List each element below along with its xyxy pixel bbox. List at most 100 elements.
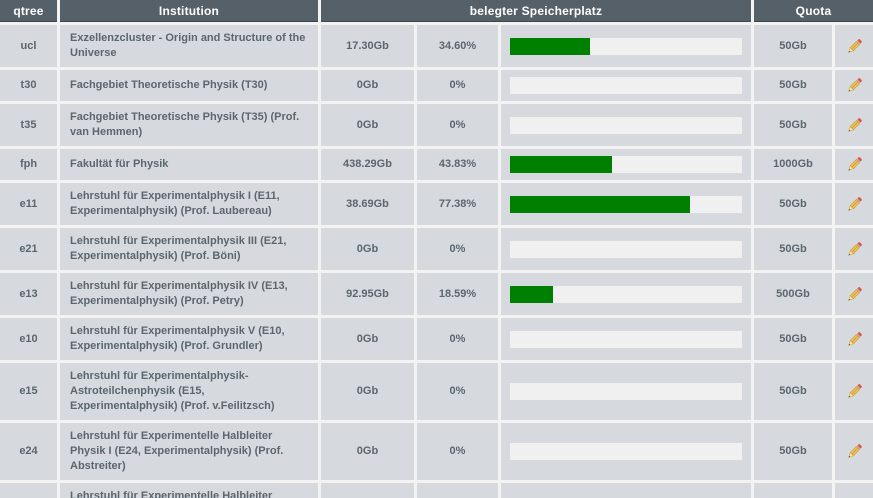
- used-percent-cell: 0%: [417, 228, 498, 270]
- edit-quota-button[interactable]: [835, 183, 873, 225]
- qtree-cell: t30: [0, 70, 57, 101]
- pencil-icon: [847, 241, 862, 256]
- used-space-cell: 0Gb: [321, 104, 414, 146]
- qtree-cell: e24: [0, 423, 57, 480]
- pencil-icon: [847, 157, 862, 171]
- used-space-cell: 0Gb: [321, 423, 414, 480]
- used-percent-cell: 0%: [417, 104, 498, 146]
- usage-bar-track: [510, 383, 742, 400]
- qtree-cell: e15: [0, 363, 57, 420]
- header-speicherplatz: belegter Speicherplatz: [321, 0, 751, 22]
- edit-quota-button[interactable]: [835, 273, 873, 315]
- header-qtree: qtree: [0, 0, 57, 22]
- used-space-cell: 38.69Gb: [321, 183, 414, 225]
- used-space-cell: 92.95Gb: [321, 273, 414, 315]
- used-percent-cell: 0%: [417, 70, 498, 101]
- used-percent-cell: 34.60%: [417, 25, 498, 67]
- usage-bar-track: [510, 116, 742, 134]
- qtree-cell: e11: [0, 183, 57, 225]
- quota-cell: 1000Gb: [754, 149, 832, 180]
- used-percent-cell: 18.59%: [417, 273, 498, 315]
- table-row: t35 Fachgebiet Theoretische Physik (T35)…: [0, 104, 873, 146]
- usage-bar-track: [510, 37, 742, 55]
- pencil-icon: [847, 331, 862, 346]
- usage-bar-track: [510, 240, 742, 258]
- qtree-cell: fph: [0, 149, 57, 180]
- usage-bar-track: [510, 156, 742, 173]
- used-percent-cell: 0%: [417, 483, 498, 498]
- usage-bar-cell: [501, 70, 751, 101]
- qtree-cell: ucl: [0, 25, 57, 67]
- edit-quota-button[interactable]: [835, 228, 873, 270]
- table-row: e11 Lehrstuhl für Experimentalphysik I (…: [0, 183, 873, 225]
- used-percent-cell: 77.38%: [417, 183, 498, 225]
- edit-quota-button[interactable]: [835, 423, 873, 480]
- qtree-cell: t35: [0, 104, 57, 146]
- quota-cell: 50Gb: [754, 423, 832, 480]
- table-header-row: qtree Institution belegter Speicherplatz…: [0, 0, 873, 22]
- usage-bar-cell: [501, 483, 751, 498]
- used-percent-cell: 0%: [417, 423, 498, 480]
- quota-cell: 50Gb: [754, 363, 832, 420]
- used-space-cell: 17.30Gb: [321, 25, 414, 67]
- used-space-cell: 0Gb: [321, 70, 414, 101]
- used-space-cell: 0Gb: [321, 318, 414, 360]
- edit-quota-button[interactable]: [835, 104, 873, 146]
- edit-quota-button[interactable]: [835, 25, 873, 67]
- quota-cell: 50Gb: [754, 183, 832, 225]
- used-percent-cell: 0%: [417, 318, 498, 360]
- edit-quota-button[interactable]: [835, 483, 873, 498]
- usage-bar-track: [510, 330, 742, 348]
- table-row: e24 Lehrstuhl für Experimentelle Halblei…: [0, 423, 873, 480]
- qtree-cell: e10: [0, 318, 57, 360]
- table-row: fph Fakultät für Physik 438.29Gb 43.83% …: [0, 149, 873, 180]
- used-percent-cell: 43.83%: [417, 149, 498, 180]
- pencil-icon: [847, 78, 862, 92]
- table-row: e15 Lehrstuhl für Experimentalphysik-Ast…: [0, 363, 873, 420]
- usage-bar-cell: [501, 228, 751, 270]
- institution-cell: Lehrstuhl für Experimentalphysik IV (E13…: [60, 273, 318, 315]
- qtree-cell: e21: [0, 228, 57, 270]
- usage-bar-cell: [501, 104, 751, 146]
- usage-bar-track: [510, 195, 742, 213]
- qtree-cell: e25: [0, 483, 57, 498]
- usage-bar-fill: [510, 195, 690, 213]
- usage-bar-cell: [501, 273, 751, 315]
- edit-quota-button[interactable]: [835, 149, 873, 180]
- institution-cell: Fakultät für Physik: [60, 149, 318, 180]
- pencil-icon: [847, 444, 862, 458]
- usage-bar-fill: [510, 156, 612, 173]
- pencil-icon: [847, 117, 862, 132]
- usage-bar-cell: [501, 25, 751, 67]
- used-percent-cell: 0%: [417, 363, 498, 420]
- institution-cell: Lehrstuhl für Experimentalphysik V (E10,…: [60, 318, 318, 360]
- header-quota: Quota: [754, 0, 873, 22]
- pencil-icon: [847, 38, 862, 53]
- quota-cell: 50Gb: [754, 25, 832, 67]
- institution-cell: Exzellenzcluster - Origin and Structure …: [60, 25, 318, 67]
- institution-cell: Lehrstuhl für Experimentalphysik-Astrote…: [60, 363, 318, 420]
- used-space-cell: 0Gb: [321, 228, 414, 270]
- usage-bar-track: [510, 443, 742, 460]
- institution-cell: Lehrstuhl für Experimentalphysik I (E11,…: [60, 183, 318, 225]
- edit-quota-button[interactable]: [835, 363, 873, 420]
- edit-quota-button[interactable]: [835, 318, 873, 360]
- header-institution: Institution: [60, 0, 318, 22]
- usage-bar-cell: [501, 183, 751, 225]
- edit-quota-button[interactable]: [835, 70, 873, 101]
- quota-cell: 50Gb: [754, 483, 832, 498]
- quota-cell: 50Gb: [754, 104, 832, 146]
- table-row: e21 Lehrstuhl für Experimentalphysik III…: [0, 228, 873, 270]
- quota-cell: 50Gb: [754, 318, 832, 360]
- pencil-icon: [847, 196, 862, 211]
- pencil-icon: [847, 384, 862, 398]
- institution-cell: Lehrstuhl für Experimentelle Halbleiter …: [60, 483, 318, 498]
- institution-cell: Lehrstuhl für Experimentalphysik III (E2…: [60, 228, 318, 270]
- table-row: ucl Exzellenzcluster - Origin and Struct…: [0, 25, 873, 67]
- table-row: e10 Lehrstuhl für Experimentalphysik V (…: [0, 318, 873, 360]
- usage-bar-cell: [501, 318, 751, 360]
- quota-cell: 50Gb: [754, 228, 832, 270]
- institution-cell: Lehrstuhl für Experimentelle Halbleiter …: [60, 423, 318, 480]
- institution-cell: Fachgebiet Theoretische Physik (T30): [60, 70, 318, 101]
